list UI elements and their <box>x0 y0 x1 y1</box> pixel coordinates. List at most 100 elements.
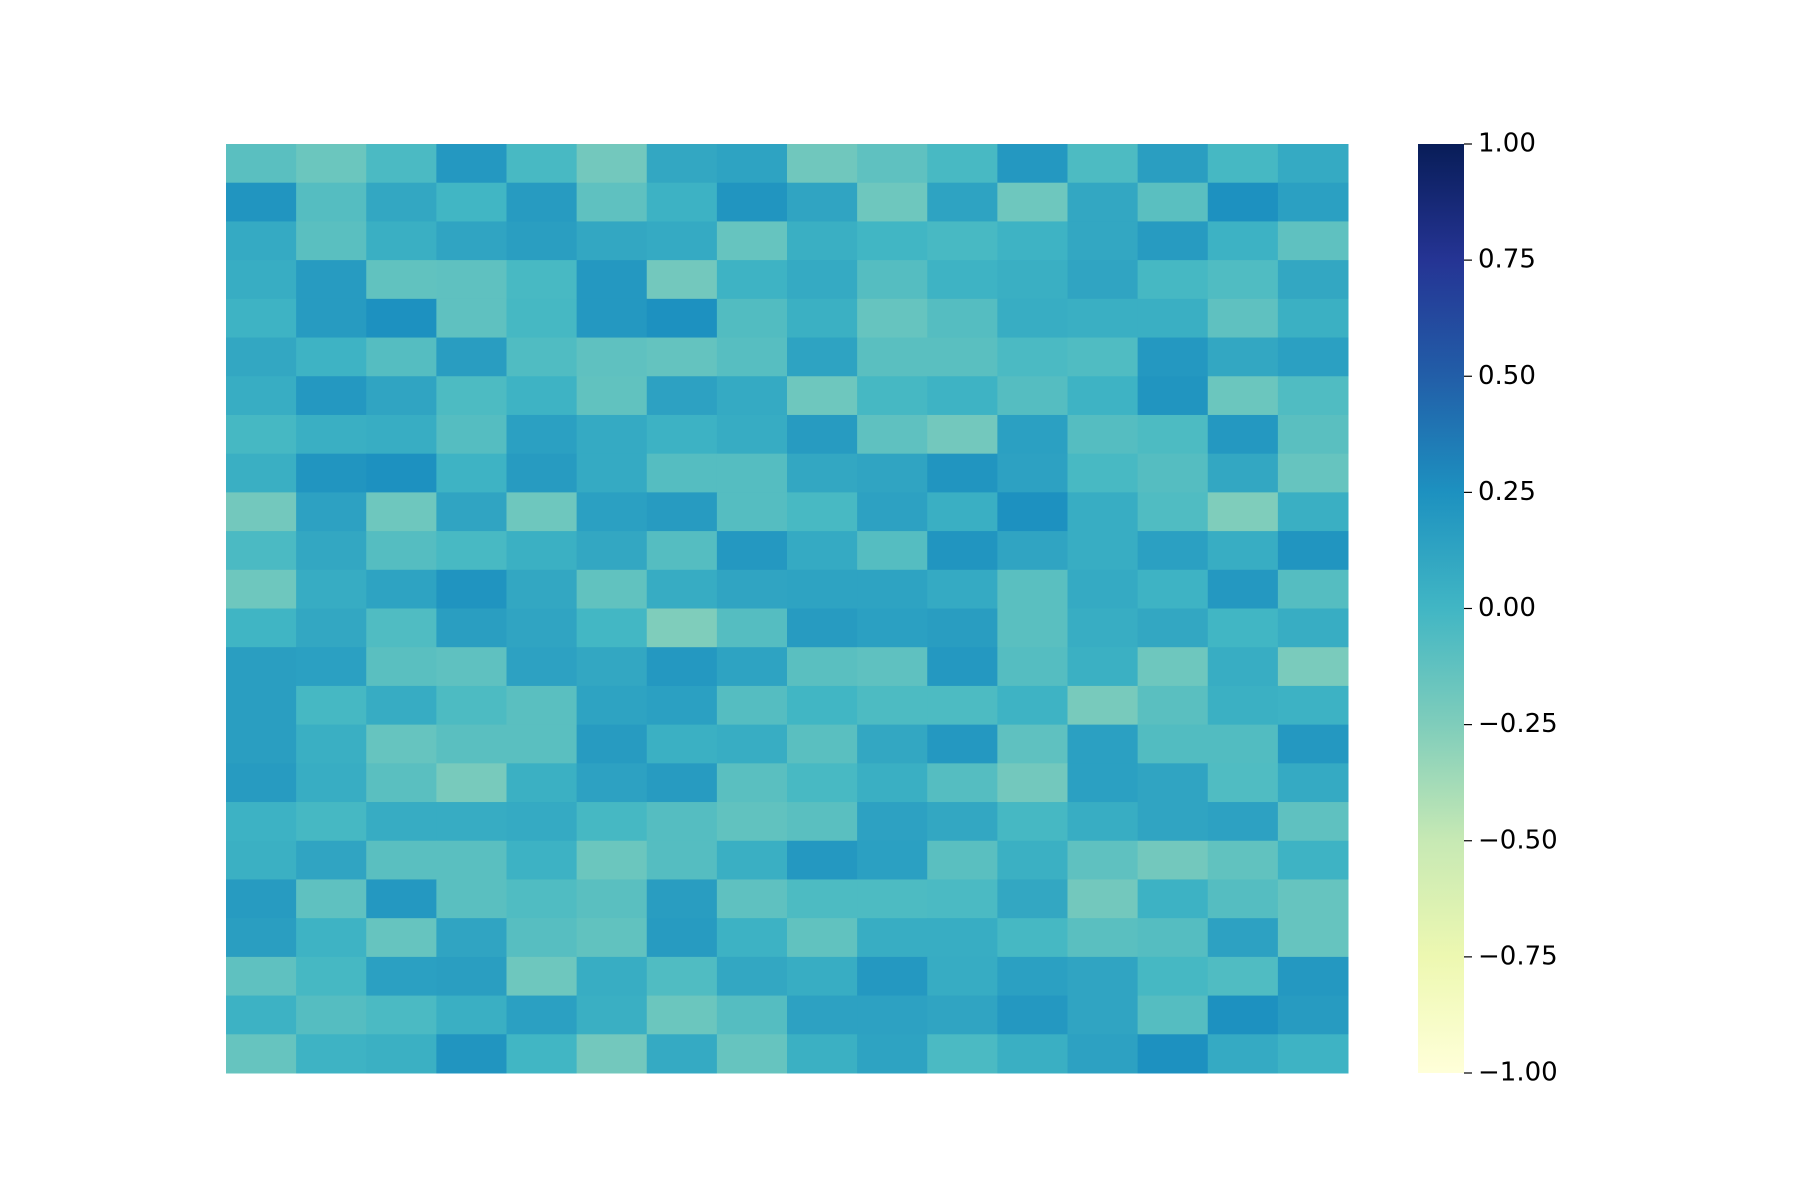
heatmap-cell <box>1067 918 1139 958</box>
heatmap-cell <box>436 685 507 726</box>
heatmap-cell <box>716 685 788 726</box>
heatmap-cell <box>646 414 718 455</box>
colorbar-tick-label: 0.75 <box>1478 245 1536 275</box>
heatmap-cell <box>927 298 998 339</box>
heatmap-cell <box>1207 414 1279 455</box>
heatmap-cell <box>366 492 437 532</box>
heatmap-cell <box>436 144 507 184</box>
heatmap-cell <box>1067 260 1139 300</box>
heatmap-cell <box>857 724 928 764</box>
heatmap-cell <box>716 802 788 842</box>
heatmap-cell <box>646 685 718 726</box>
heatmap-cell <box>1277 260 1349 300</box>
colorbar-tick-label: −1.00 <box>1478 1058 1558 1088</box>
heatmap-cell <box>927 879 998 919</box>
heatmap-cell <box>857 956 928 997</box>
heatmap-cell <box>296 802 367 842</box>
heatmap-cell <box>927 569 998 609</box>
heatmap-cell <box>366 221 437 261</box>
heatmap-cell <box>787 608 858 648</box>
heatmap-cell <box>1277 685 1349 726</box>
heatmap-cell <box>576 685 648 726</box>
heatmap-cell <box>226 260 297 300</box>
heatmap-cell <box>1137 647 1209 687</box>
heatmap-cell <box>296 531 367 571</box>
heatmap-cell <box>506 840 578 880</box>
heatmap-cell <box>857 492 928 532</box>
heatmap-cell <box>857 414 928 455</box>
heatmap-cell <box>716 956 788 997</box>
heatmap-cell <box>997 724 1068 764</box>
heatmap-cell <box>1067 995 1139 1035</box>
heatmap-cell <box>226 802 297 842</box>
heatmap-cell <box>997 144 1068 184</box>
heatmap-cell <box>506 531 578 571</box>
heatmap-cell <box>1277 879 1349 919</box>
heatmap-cell <box>997 531 1068 571</box>
heatmap-cell <box>1067 453 1139 493</box>
heatmap-cell <box>1137 840 1209 880</box>
heatmap-cell <box>1067 647 1139 687</box>
heatmap-cell <box>576 647 648 687</box>
heatmap-cell <box>226 918 297 958</box>
heatmap-cell <box>576 879 648 919</box>
heatmap-cell <box>506 221 578 261</box>
heatmap-cell <box>857 376 928 416</box>
heatmap-cell <box>1137 260 1209 300</box>
heatmap-cell <box>366 802 437 842</box>
heatmap-cell <box>1207 260 1279 300</box>
heatmap-cell <box>366 376 437 416</box>
heatmap-cell <box>296 337 367 377</box>
heatmap-cell <box>1277 376 1349 416</box>
colorbar-tick-label: 1.00 <box>1478 129 1536 159</box>
heatmap-cell <box>1137 376 1209 416</box>
heatmap-cell <box>506 492 578 532</box>
heatmap-cell <box>366 298 437 339</box>
colorbar-tick-label: 0.00 <box>1478 593 1536 623</box>
heatmap-cell <box>436 724 507 764</box>
heatmap-cell <box>1277 221 1349 261</box>
heatmap-cell <box>226 995 297 1035</box>
heatmap-cell <box>436 260 507 300</box>
heatmap-cell <box>576 144 648 184</box>
heatmap-cell <box>646 453 718 493</box>
heatmap-cell <box>646 569 718 609</box>
heatmap-cell <box>716 376 788 416</box>
heatmap-cell <box>1067 221 1139 261</box>
heatmap-cell <box>1067 569 1139 609</box>
heatmap-cell <box>366 1034 437 1074</box>
heatmap-cell <box>1207 221 1279 261</box>
heatmap-cell <box>787 918 858 958</box>
heatmap-cell <box>1207 453 1279 493</box>
heatmap-cell <box>1137 724 1209 764</box>
heatmap-cell <box>716 453 788 493</box>
heatmap-cell <box>1067 724 1139 764</box>
heatmap-cell <box>576 569 648 609</box>
heatmap-cell <box>857 298 928 339</box>
heatmap-cell <box>1207 647 1279 687</box>
heatmap-cell <box>1277 763 1349 803</box>
heatmap-cell <box>436 918 507 958</box>
heatmap-cell <box>1067 144 1139 184</box>
heatmap-cell <box>506 647 578 687</box>
heatmap-cell <box>927 182 998 222</box>
colorbar-tick-label: −0.50 <box>1478 825 1558 855</box>
heatmap-cell <box>1277 724 1349 764</box>
heatmap-cell <box>927 724 998 764</box>
heatmap-cell <box>296 221 367 261</box>
heatmap-cell <box>366 531 437 571</box>
heatmap-cell <box>296 608 367 648</box>
heatmap-cell <box>1067 531 1139 571</box>
heatmap-cell <box>1277 956 1349 997</box>
heatmap-cell <box>787 1034 858 1074</box>
heatmap-cell <box>927 492 998 532</box>
heatmap-cell <box>296 144 367 184</box>
heatmap-cell <box>716 1034 788 1074</box>
heatmap-cell <box>997 918 1068 958</box>
heatmap-cell <box>226 647 297 687</box>
heatmap-cell <box>296 724 367 764</box>
heatmap-cell <box>1207 763 1279 803</box>
heatmap-cell <box>366 260 437 300</box>
heatmap-cell <box>927 453 998 493</box>
